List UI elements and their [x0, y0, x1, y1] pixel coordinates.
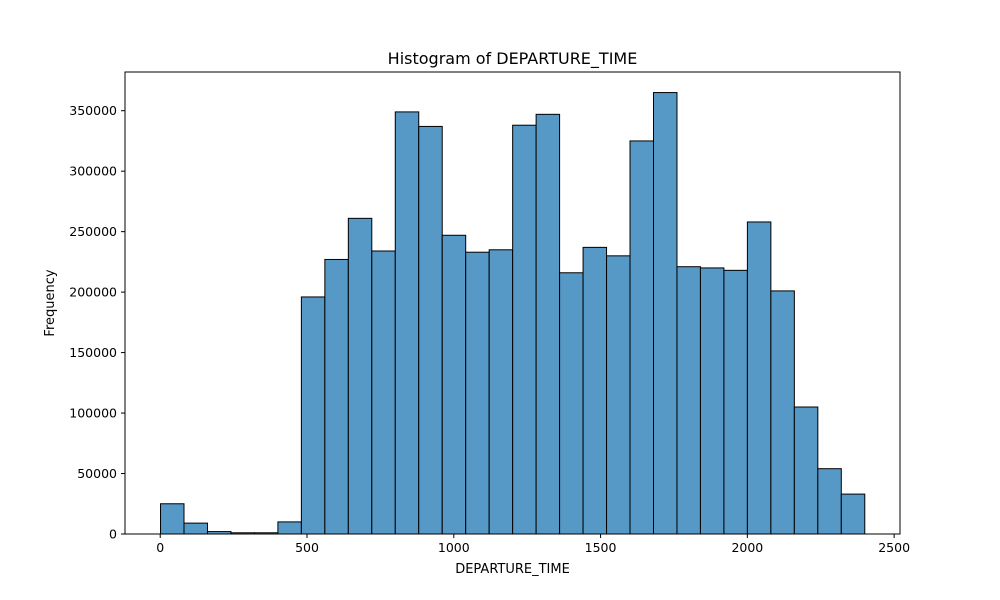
histogram-bar-16 — [535, 113, 561, 535]
histogram-bar-15 — [512, 124, 537, 535]
histogram-bar-29 — [840, 493, 866, 535]
histogram-bar-11 — [418, 125, 443, 535]
y-tick-label: 250000 — [69, 224, 117, 239]
histogram-bar-5 — [277, 521, 302, 535]
x-tick-label: 0 — [156, 540, 164, 555]
histogram-bar-28 — [817, 468, 842, 535]
histogram-bar-19 — [606, 255, 631, 535]
y-tick-label: 100000 — [69, 406, 117, 421]
y-axis-ticks: 0 50000 100000 150000 200000 250000 300000 3500… — [69, 103, 125, 542]
histogram-bar-0 — [160, 503, 185, 535]
histogram-bar-18 — [582, 246, 608, 535]
plot-area-frame — [124, 71, 901, 535]
histogram-bar-24 — [723, 269, 748, 535]
histogram-bar-20 — [629, 140, 654, 535]
histogram-bar-13 — [465, 251, 490, 535]
histogram-bars — [160, 92, 866, 535]
histogram-bar-23 — [699, 267, 725, 535]
x-tick-label: 1500 — [585, 540, 617, 555]
histogram-bar-14 — [488, 249, 514, 535]
y-tick-label: 0 — [109, 527, 117, 542]
x-tick-label: 1000 — [438, 540, 470, 555]
y-axis-label: Frequency — [43, 269, 58, 336]
histogram-bar-1 — [183, 522, 208, 535]
histogram-bar-6 — [300, 296, 326, 535]
y-tick-label: 50000 — [77, 466, 117, 481]
histogram-bar-21 — [652, 92, 678, 535]
histogram-bar-27 — [793, 406, 819, 535]
histogram-bar-7 — [324, 258, 349, 535]
histogram-bar-10 — [394, 111, 420, 535]
histogram-bar-26 — [770, 290, 795, 535]
histogram-bar-22 — [676, 266, 701, 535]
x-tick-label: 2500 — [878, 540, 910, 555]
y-tick-label: 350000 — [69, 103, 117, 118]
y-tick-label: 300000 — [69, 164, 117, 179]
chart-title: Histogram of DEPARTURE_TIME — [388, 49, 638, 69]
histogram-bar-25 — [746, 221, 772, 535]
y-tick-label: 200000 — [69, 285, 117, 300]
histogram-bar-9 — [371, 250, 396, 535]
histogram-bar-17 — [559, 272, 584, 535]
histogram-bar-12 — [441, 234, 467, 535]
x-tick-label: 2000 — [731, 540, 763, 555]
x-tick-label: 500 — [295, 540, 319, 555]
histogram-bar-8 — [347, 217, 373, 535]
y-tick-label: 150000 — [69, 345, 117, 360]
x-axis-ticks: 0 500 1000 1500 2000 2500 — [156, 534, 910, 555]
x-axis-label: DEPARTURE_TIME — [455, 562, 570, 577]
